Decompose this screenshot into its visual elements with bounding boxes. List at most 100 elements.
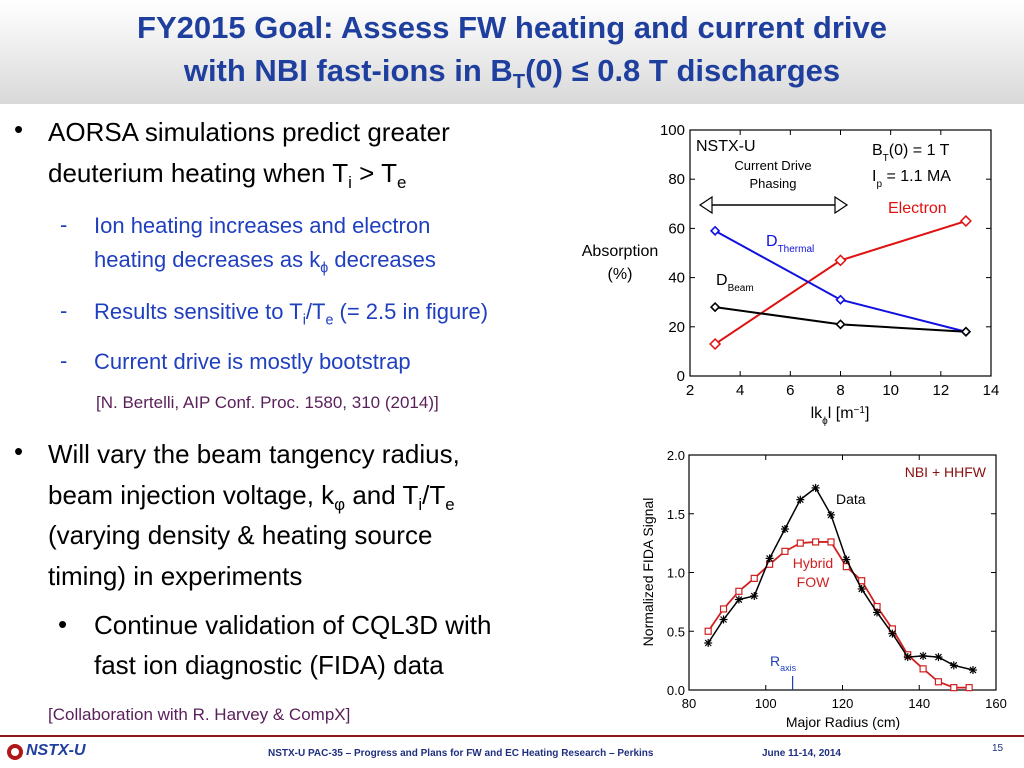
data-point bbox=[796, 495, 805, 504]
x-tick-label: 4 bbox=[736, 382, 744, 399]
data-point bbox=[888, 629, 897, 638]
nstx-logo-icon bbox=[7, 744, 23, 760]
data-point bbox=[949, 661, 958, 670]
hybrid-fow-point bbox=[781, 547, 789, 555]
electron-series-point bbox=[834, 254, 847, 267]
d-beam-series-point bbox=[960, 326, 972, 337]
data-point bbox=[903, 653, 912, 662]
y-tick-label: 0 bbox=[677, 368, 685, 385]
y-tick-label: 20 bbox=[668, 319, 685, 336]
y-tick-label: 0.5 bbox=[667, 624, 685, 639]
bullet-2-line-4: timing) in experiments bbox=[48, 561, 303, 591]
page-number: 15 bbox=[992, 743, 1004, 754]
x-tick-label: 8 bbox=[836, 382, 844, 399]
y-axis-label-line-1: Absorption bbox=[582, 243, 659, 260]
data-line bbox=[707, 486, 974, 671]
x-tick-label: 14 bbox=[983, 382, 1000, 399]
d-beam-series-point bbox=[709, 301, 721, 313]
hybrid-fow-label-1: Hybrid bbox=[793, 555, 833, 571]
x-tick-label: 140 bbox=[908, 696, 930, 711]
data-point bbox=[934, 653, 943, 662]
bullet-2-line-1: Will vary the beam tangency radius, bbox=[48, 439, 460, 469]
hybrid-fow-point bbox=[750, 574, 758, 582]
x-tick-label: 12 bbox=[932, 382, 949, 399]
hybrid-fow-point bbox=[858, 577, 866, 585]
bullet-2-line-2: beam injection voltage, kφ and Ti/Te bbox=[48, 480, 455, 515]
reference-bertelli: [N. Bertelli, AIP Conf. Proc. 1580, 310 … bbox=[96, 393, 439, 412]
bullet-3-line-1: Continue validation of CQL3D with bbox=[94, 610, 492, 640]
data-point bbox=[919, 651, 928, 660]
footer-date: June 11-14, 2014 bbox=[762, 748, 841, 759]
chart-title: NBI + HHFW bbox=[905, 464, 987, 480]
x-tick-label: 2 bbox=[686, 382, 694, 399]
phasing-label-1: Current Drive bbox=[734, 158, 811, 173]
d-beam-series-point bbox=[835, 319, 846, 330]
bullet-3-line-2: fast ion diagnostic (FIDA) data bbox=[94, 650, 444, 680]
d-beam-series-label: DBeam bbox=[716, 272, 754, 294]
dash-marker: - bbox=[60, 298, 68, 323]
y-tick-label: 2.0 bbox=[667, 448, 685, 463]
data-point bbox=[780, 525, 789, 534]
x-tick-label: 120 bbox=[832, 696, 854, 711]
data-point bbox=[873, 608, 882, 617]
data-point bbox=[857, 584, 866, 593]
bt-label: BT(0) = 1 T bbox=[872, 142, 950, 164]
electron-series-point bbox=[709, 338, 722, 351]
d-thermal-series-point bbox=[835, 294, 846, 305]
data-point bbox=[842, 555, 851, 564]
slide-title-line-1: FY2015 Goal: Assess FW heating and curre… bbox=[137, 10, 887, 45]
hybrid-fow-point bbox=[950, 684, 958, 692]
hybrid-fow-point bbox=[796, 539, 804, 547]
electron-series-label: Electron bbox=[888, 200, 947, 217]
sub-bullet-1-line-2: heating decreases as kϕ decreases bbox=[94, 247, 436, 277]
x-tick-label: 80 bbox=[682, 696, 696, 711]
bullet-marker: • bbox=[14, 114, 24, 144]
y-tick-label: 40 bbox=[668, 270, 685, 287]
x-tick-label: 6 bbox=[786, 382, 794, 399]
footer-logo-text: NSTX-U bbox=[26, 742, 86, 759]
y-tick-label: 1.0 bbox=[667, 566, 685, 581]
data-point bbox=[734, 595, 743, 604]
device-label: NSTX-U bbox=[696, 138, 756, 155]
data-series-label: Data bbox=[836, 491, 866, 507]
data-point bbox=[826, 510, 835, 519]
d-thermal-series-label: DThermal bbox=[766, 233, 814, 255]
y-tick-label: 60 bbox=[668, 220, 685, 237]
data-point bbox=[968, 666, 977, 675]
phasing-arrow bbox=[698, 195, 849, 215]
d-thermal-series-point bbox=[709, 225, 721, 236]
hybrid-fow-point bbox=[827, 538, 835, 546]
raxis-label: Raxis bbox=[770, 653, 797, 673]
phasing-label-2: Phasing bbox=[750, 176, 797, 191]
sub-bullet-2: Results sensitive to Ti/Te (= 2.5 in fig… bbox=[94, 299, 489, 329]
x-tick-label: 10 bbox=[882, 382, 899, 399]
hybrid-fow-point bbox=[735, 587, 743, 595]
hybrid-fow-line bbox=[707, 541, 970, 689]
d-thermal-series-line bbox=[714, 229, 967, 333]
hybrid-fow-point bbox=[704, 627, 712, 635]
dash-marker: - bbox=[60, 348, 68, 373]
data-point bbox=[719, 615, 728, 624]
data-point bbox=[704, 639, 713, 647]
data-point bbox=[811, 483, 820, 492]
hybrid-fow-point bbox=[919, 665, 927, 673]
absorption-chart: 2 4 6 8 10 12 14 0 20 40 60 80 100 NSTX-U Current D… bbox=[582, 122, 1000, 427]
x-tick-label: 100 bbox=[755, 696, 777, 711]
x-tick-label: 160 bbox=[985, 696, 1007, 711]
slide-title-line-2: with NBI fast-ions in BT(0) ≤ 0.8 T disc… bbox=[183, 53, 841, 94]
y-tick-label: 1.5 bbox=[667, 507, 685, 522]
sub-bullet-3: Current drive is mostly bootstrap bbox=[94, 349, 411, 374]
bullet-marker: • bbox=[14, 436, 24, 466]
hybrid-fow-point bbox=[812, 538, 820, 546]
x-axis-label: Major Radius (cm) bbox=[786, 714, 900, 730]
bullet-marker: • bbox=[58, 609, 68, 639]
y-tick-label: 80 bbox=[668, 171, 685, 188]
bullet-2-line-3: (varying density & heating source bbox=[48, 520, 433, 550]
y-axis-label: Normalized FIDA Signal bbox=[640, 498, 656, 647]
footer-center-text: NSTX-U PAC-35 – Progress and Plans for F… bbox=[268, 748, 654, 759]
electron-series-point bbox=[959, 215, 972, 228]
footer-divider bbox=[0, 735, 1024, 737]
ip-label: Ip = 1.1 MA bbox=[872, 168, 951, 190]
hybrid-fow-point bbox=[934, 678, 943, 686]
data-point bbox=[765, 554, 774, 563]
